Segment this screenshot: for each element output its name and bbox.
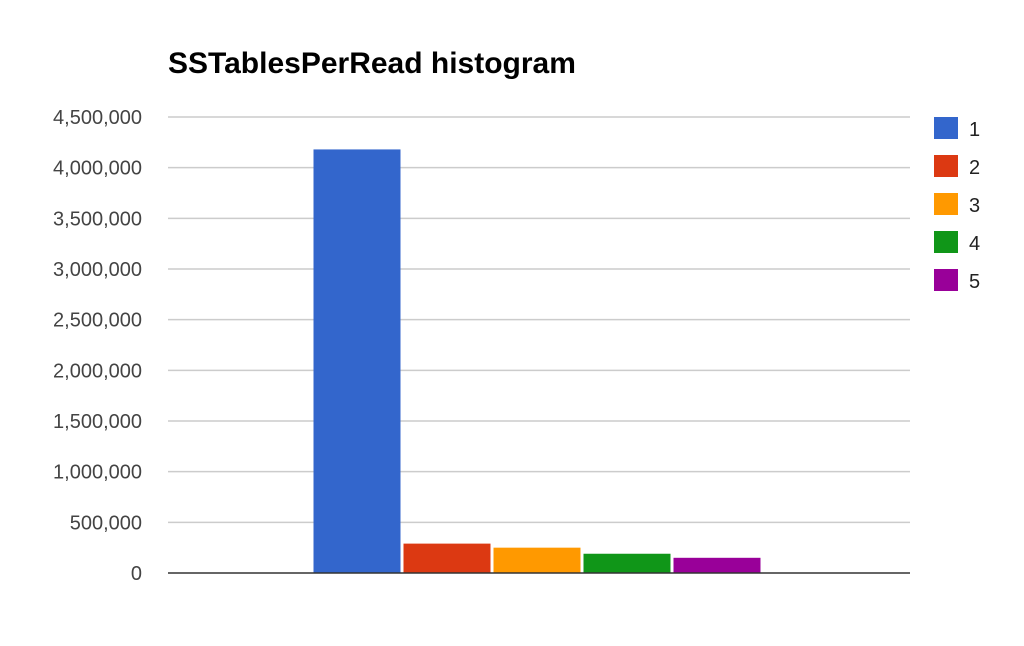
y-tick-label: 1,000,000 bbox=[53, 462, 142, 484]
bar-series-5 bbox=[673, 557, 761, 573]
legend-label-2: 2 bbox=[969, 157, 980, 179]
bar-series-4 bbox=[583, 553, 671, 573]
legend-label-4: 4 bbox=[969, 233, 980, 255]
y-tick-label: 0 bbox=[131, 563, 142, 585]
y-tick-label: 1,500,000 bbox=[53, 411, 142, 433]
legend-swatch-2 bbox=[934, 155, 958, 177]
y-tick-label: 3,500,000 bbox=[53, 208, 142, 230]
chart-title: SSTablesPerRead histogram bbox=[168, 47, 576, 80]
gridlines bbox=[168, 116, 910, 524]
y-axis-tick-labels: 0 500,000 1,000,000 1,500,000 2,000,000 2,500… bbox=[53, 107, 142, 585]
legend-swatch-4 bbox=[934, 231, 958, 253]
bar-series-2 bbox=[403, 543, 491, 573]
legend-label-5: 5 bbox=[969, 271, 980, 293]
y-tick-label: 2,500,000 bbox=[53, 310, 142, 332]
legend-label-3: 3 bbox=[969, 195, 980, 217]
legend-swatch-3 bbox=[934, 193, 958, 215]
legend: 1 2 3 4 5 bbox=[934, 117, 980, 293]
y-tick-label: 500,000 bbox=[70, 512, 142, 534]
bars bbox=[313, 149, 761, 573]
legend-label-1: 1 bbox=[969, 119, 980, 141]
bar-series-1 bbox=[313, 149, 401, 573]
y-tick-label: 3,000,000 bbox=[53, 259, 142, 281]
y-tick-label: 2,000,000 bbox=[53, 360, 142, 382]
y-tick-label: 4,500,000 bbox=[53, 107, 142, 129]
y-tick-label: 4,000,000 bbox=[53, 158, 142, 180]
bar-series-3 bbox=[493, 547, 581, 573]
legend-swatch-5 bbox=[934, 269, 958, 291]
legend-swatch-1 bbox=[934, 117, 958, 139]
